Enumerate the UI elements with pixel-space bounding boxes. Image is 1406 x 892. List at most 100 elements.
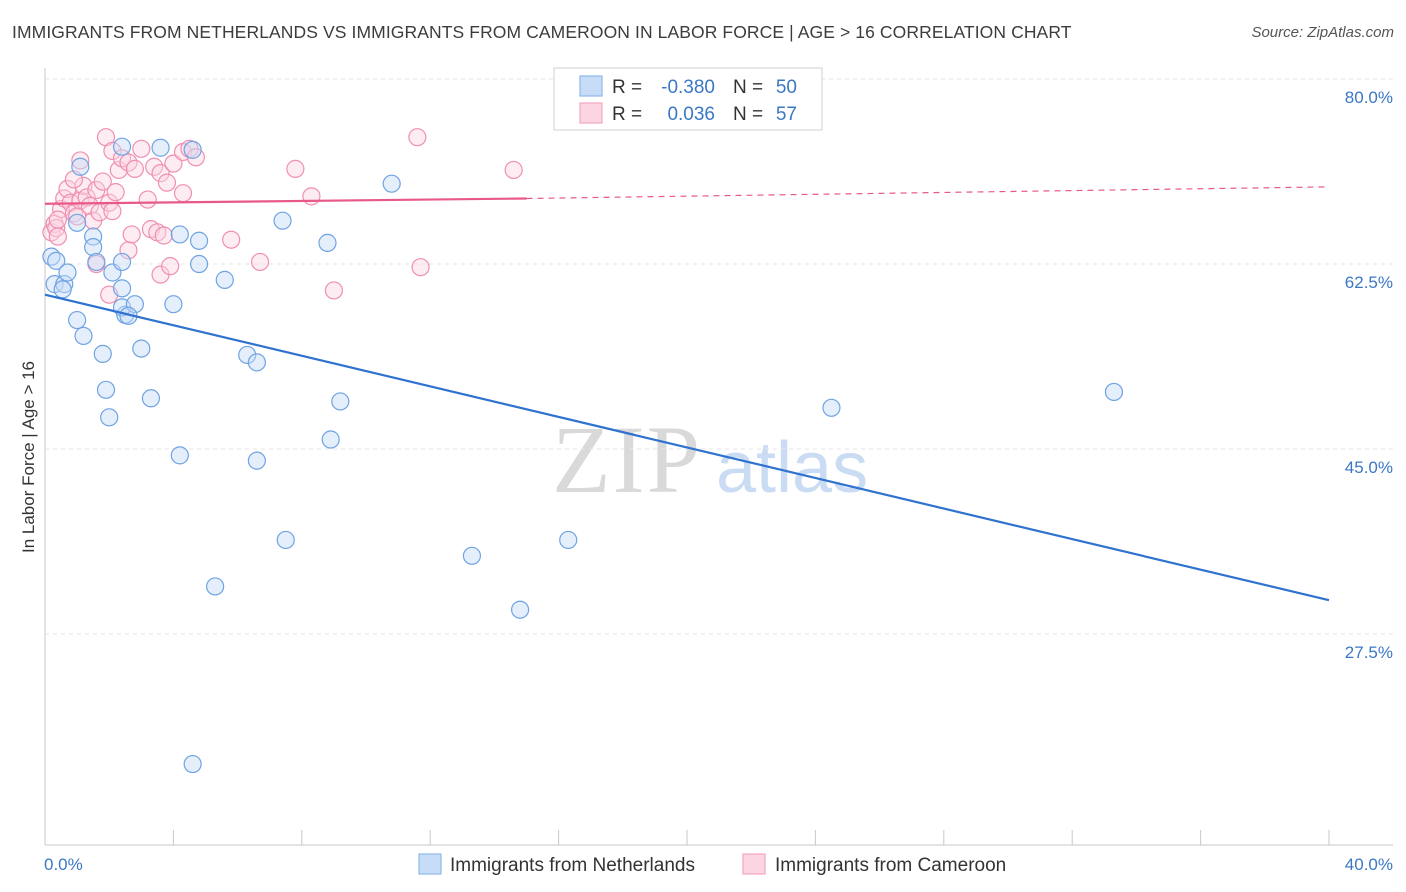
series-legend: Immigrants from Netherlands Immigrants f… xyxy=(418,853,1006,876)
trend-line-cameroon-dashed xyxy=(526,186,1330,200)
cameroon-point-28 xyxy=(138,190,157,209)
x-tick-label-min: 0.0% xyxy=(44,855,83,874)
legend-n-label-2: N = xyxy=(733,104,763,125)
legend-n-label-1: N = xyxy=(733,77,763,98)
netherlands-point-13 xyxy=(112,252,132,272)
legend-r-value-2: 0.036 xyxy=(667,104,715,125)
netherlands-point-21 xyxy=(164,295,183,314)
netherlands-point-39 xyxy=(276,530,295,550)
cameroon-point-17 xyxy=(93,172,112,191)
netherlands-point-37 xyxy=(331,392,350,411)
netherlands-point-35 xyxy=(170,446,189,465)
cameroon-point-51 xyxy=(411,258,430,277)
netherlands-point-27 xyxy=(247,353,266,372)
netherlands-point-45 xyxy=(183,140,202,159)
x-axis-ticks xyxy=(44,830,1330,845)
netherlands-point-34 xyxy=(141,389,161,408)
netherlands-point-22 xyxy=(170,225,189,244)
cameroon-point-54 xyxy=(71,151,90,170)
cameroon-point-26 xyxy=(125,159,144,178)
netherlands-point-8 xyxy=(84,227,103,246)
legend-r-label-2: R = xyxy=(612,104,642,125)
legend-swatch-cameroon xyxy=(579,102,603,124)
series-netherlands xyxy=(42,137,1124,774)
netherlands-point-24 xyxy=(189,254,209,274)
netherlands-point-49 xyxy=(183,754,202,774)
correlation-legend: R = -0.380 N = 50 R = 0.036 N = 57 xyxy=(553,67,823,131)
netherlands-point-14 xyxy=(112,279,132,298)
netherlands-point-33 xyxy=(100,408,119,427)
cameroon-point-23 xyxy=(109,160,128,180)
watermark: ZIP atlas xyxy=(552,406,868,513)
cameroon-point-27 xyxy=(132,139,151,158)
cameroon-point-46 xyxy=(250,252,270,272)
cameroon-point-50 xyxy=(408,128,427,147)
netherlands-point-1 xyxy=(47,251,66,270)
netherlands-point-9 xyxy=(84,238,103,257)
netherlands-point-32 xyxy=(96,380,116,399)
netherlands-point-38 xyxy=(321,430,340,449)
legend-r-label-1: R = xyxy=(612,77,642,98)
cameroon-point-49 xyxy=(324,281,343,300)
x-tick-label-max: 40.0% xyxy=(1345,855,1393,874)
trend-lines xyxy=(44,186,1330,602)
netherlands-point-42 xyxy=(510,600,530,619)
legend-n-value-2: 57 xyxy=(776,104,797,125)
cameroon-point-44 xyxy=(173,184,193,203)
y-axis-title: In Labor Force | Age > 16 xyxy=(19,361,38,553)
legend-n-value-1: 50 xyxy=(776,77,797,98)
legend-r-value-1: -0.380 xyxy=(661,77,715,98)
netherlands-point-36 xyxy=(247,451,266,470)
netherlands-point-25 xyxy=(215,270,234,289)
cameroon-point-56 xyxy=(48,210,67,229)
netherlands-point-31 xyxy=(93,344,112,363)
legend-swatch-netherlands xyxy=(579,75,603,97)
y-tick-label-2: 45.0% xyxy=(1345,458,1393,477)
netherlands-point-47 xyxy=(822,398,841,417)
cameroon-point-52 xyxy=(504,160,523,180)
y-axis-labels: 80.0% 62.5% 45.0% 27.5% xyxy=(1345,88,1393,662)
y-tick-label-3: 27.5% xyxy=(1345,643,1393,662)
netherlands-point-6 xyxy=(71,157,90,176)
netherlands-point-12 xyxy=(87,252,106,272)
netherlands-point-43 xyxy=(559,530,578,550)
trend-line-netherlands xyxy=(44,293,1330,602)
bottom-legend-swatch-cameroon xyxy=(742,853,766,875)
cameroon-point-43 xyxy=(161,257,180,276)
cameroon-point-22 xyxy=(103,141,122,161)
bottom-legend-label-netherlands: Immigrants from Netherlands xyxy=(450,855,695,876)
cameroon-point-47 xyxy=(286,159,305,178)
netherlands-point-20 xyxy=(132,339,151,358)
netherlands-point-15 xyxy=(74,326,93,346)
netherlands-point-29 xyxy=(318,233,337,252)
netherlands-point-48 xyxy=(1104,382,1124,402)
cameroon-point-13 xyxy=(80,196,100,215)
cameroon-point-48 xyxy=(302,187,321,206)
y-tick-label-0: 80.0% xyxy=(1345,88,1393,107)
cameroon-point-3 xyxy=(48,227,67,246)
cameroon-point-55 xyxy=(122,225,141,244)
cameroon-point-30 xyxy=(151,164,170,183)
y-tick-label-1: 62.5% xyxy=(1345,273,1393,292)
cameroon-point-20 xyxy=(106,183,125,202)
netherlands-point-28 xyxy=(273,211,292,230)
trend-line-cameroon-solid xyxy=(44,197,527,205)
cameroon-point-32 xyxy=(164,154,183,173)
netherlands-point-40 xyxy=(206,577,225,596)
cameroon-point-45 xyxy=(222,230,241,249)
bottom-legend-swatch-netherlands xyxy=(418,853,442,875)
netherlands-point-41 xyxy=(462,546,482,565)
cameroon-point-31 xyxy=(157,173,177,192)
watermark-zip: ZIP xyxy=(552,406,702,513)
cameroon-point-38 xyxy=(154,226,173,245)
chart-title: IMMIGRANTS FROM NETHERLANDS VS IMMIGRANT… xyxy=(12,22,1072,42)
netherlands-point-5 xyxy=(53,280,72,299)
netherlands-point-44 xyxy=(151,138,170,157)
netherlands-point-7 xyxy=(67,213,87,232)
netherlands-point-23 xyxy=(189,231,209,250)
netherlands-point-30 xyxy=(382,174,401,193)
netherlands-point-11 xyxy=(67,310,87,330)
watermark-atlas: atlas xyxy=(716,428,868,508)
netherlands-point-46 xyxy=(112,137,132,156)
cameroon-point-19 xyxy=(103,202,122,221)
